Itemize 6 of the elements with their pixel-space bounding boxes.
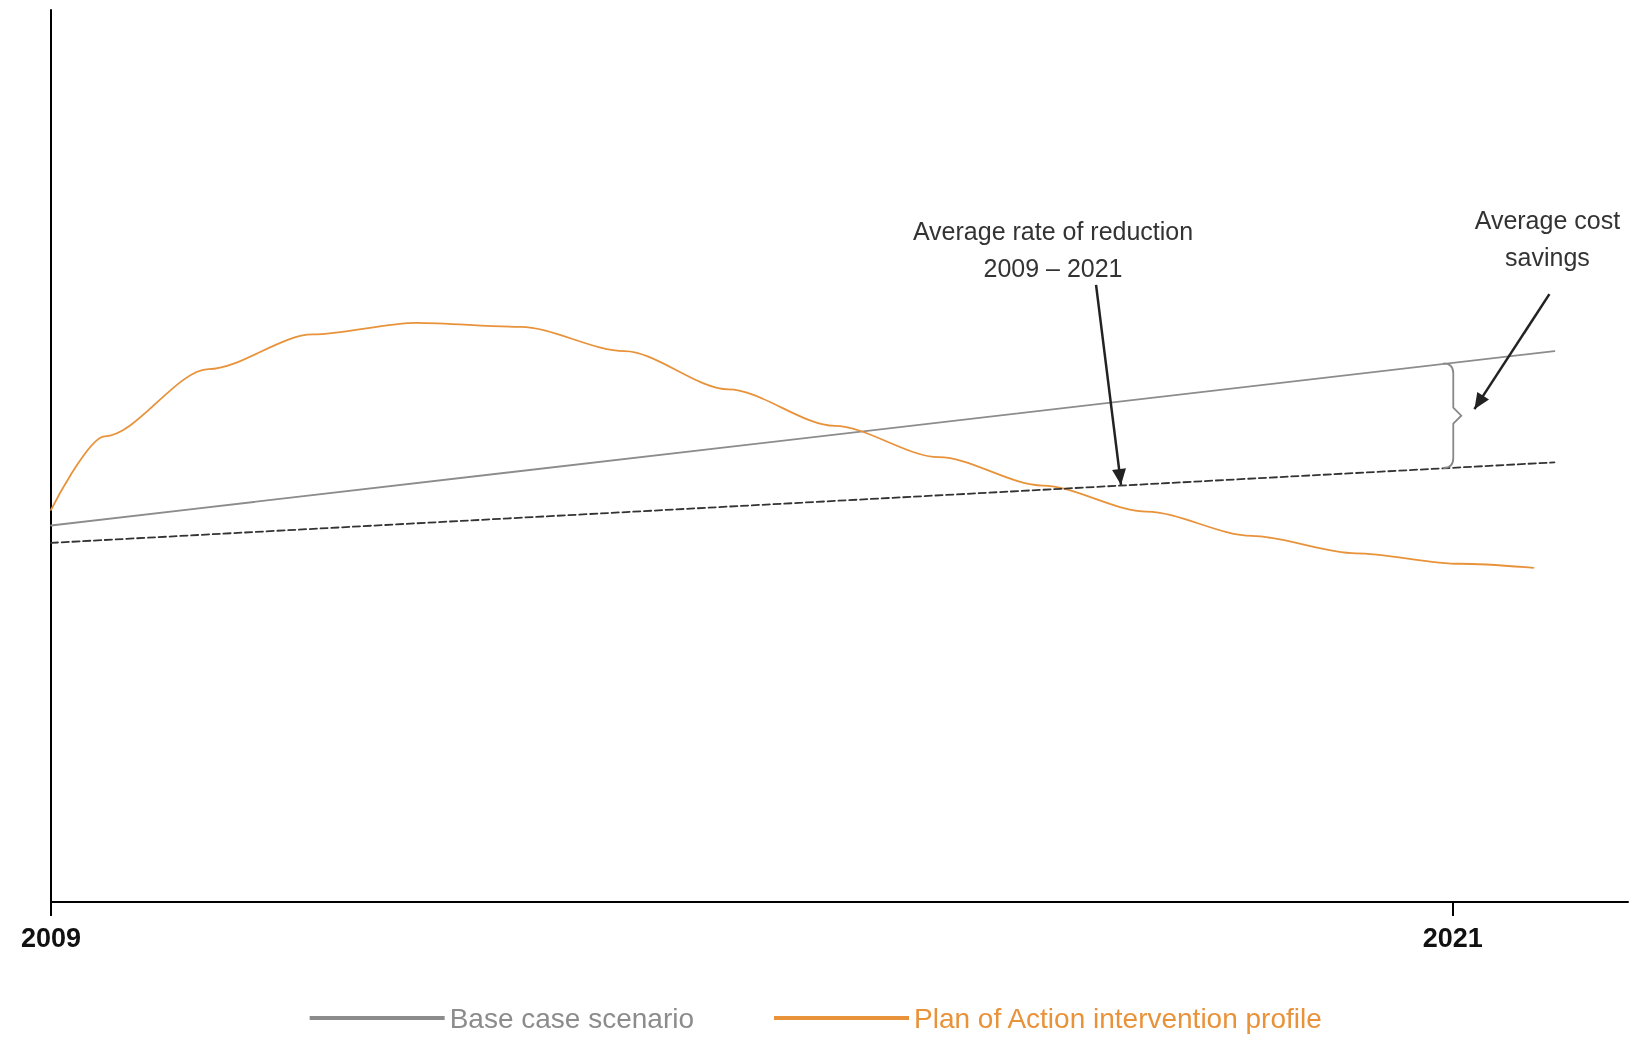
x-tick-label: 2021 bbox=[1422, 922, 1483, 953]
legend-label: Plan of Action intervention profile bbox=[914, 1002, 1322, 1034]
x-tick-label: 2009 bbox=[20, 922, 82, 953]
text: Average cost savings bbox=[1474, 206, 1621, 272]
annotation: Average rate of reduction 2009 – 2021 bbox=[912, 216, 1194, 282]
legend-label: Base case scenario bbox=[449, 1002, 695, 1034]
